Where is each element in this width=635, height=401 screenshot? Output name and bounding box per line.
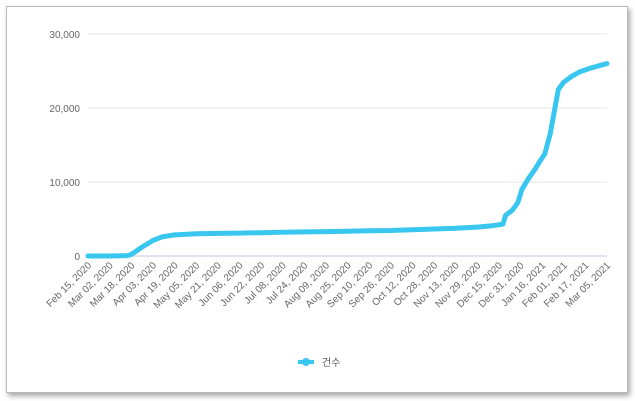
legend-marker [302,358,310,366]
y-tick-label: 10,000 [49,178,80,189]
series-layer [85,61,610,259]
y-tick-label: 30,000 [49,30,80,41]
legend-label: 건수 [322,357,340,369]
series-line [85,61,610,259]
chart-frame [6,6,628,393]
y-axis: 0 10,000 20,000 30,000 [49,30,80,263]
y-tick-label: 20,000 [49,104,80,115]
y-tick-label: 0 [74,252,80,263]
grid-lines [88,33,607,257]
legend[interactable]: 건수 [298,357,340,369]
